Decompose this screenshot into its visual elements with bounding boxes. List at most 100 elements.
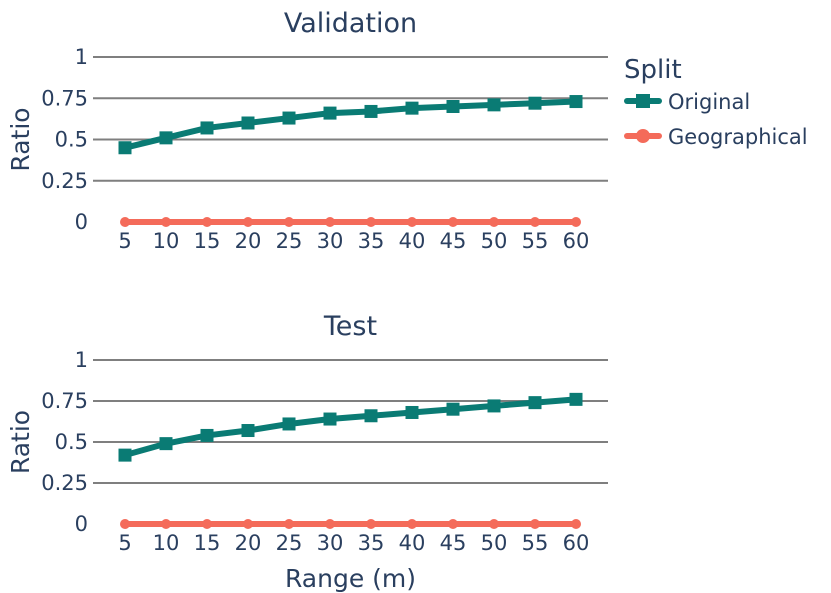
data-point-original xyxy=(200,428,214,442)
data-point-original xyxy=(446,402,460,416)
x-tick-label: 25 xyxy=(276,229,303,253)
data-point-original xyxy=(282,417,296,431)
data-point-original xyxy=(487,399,501,413)
data-point-original xyxy=(323,412,337,426)
x-tick-label: 55 xyxy=(522,229,549,253)
y-tick-label: 0.5 xyxy=(55,430,88,454)
data-point-geographical xyxy=(120,519,130,529)
data-point-original xyxy=(364,409,378,423)
y-tick-label: 0.75 xyxy=(41,86,88,110)
x-tick-label: 20 xyxy=(235,531,262,555)
data-point-geographical xyxy=(161,217,171,227)
y-axis-label: Ratio xyxy=(6,410,35,474)
x-tick-label: 45 xyxy=(440,229,467,253)
legend-item-geographical[interactable]: Geographical xyxy=(624,125,808,149)
data-point-geographical xyxy=(407,217,417,227)
data-point-original xyxy=(282,111,296,125)
data-point-original xyxy=(487,98,501,112)
data-point-original xyxy=(118,448,132,462)
data-point-geographical xyxy=(325,217,335,227)
data-point-original xyxy=(569,392,583,406)
legend-label-original: Original xyxy=(668,90,750,114)
x-tick-label: 40 xyxy=(399,531,426,555)
x-tick-label: 5 xyxy=(118,229,131,253)
data-point-geographical xyxy=(571,217,581,227)
data-point-geographical xyxy=(530,217,540,227)
data-point-geographical xyxy=(284,519,294,529)
legend-label-geographical: Geographical xyxy=(668,125,808,149)
data-point-geographical xyxy=(243,217,253,227)
data-point-geographical xyxy=(325,519,335,529)
data-point-geographical xyxy=(366,519,376,529)
x-tick-label: 55 xyxy=(522,531,549,555)
chart-title: Validation xyxy=(284,8,417,39)
data-point-geographical xyxy=(243,519,253,529)
data-point-geographical xyxy=(571,519,581,529)
chart-title: Test xyxy=(323,311,377,342)
data-point-original xyxy=(569,95,583,109)
data-point-geographical xyxy=(161,519,171,529)
data-point-original xyxy=(323,106,337,120)
legend-item-original[interactable]: Original xyxy=(624,90,750,114)
data-point-original xyxy=(159,437,173,451)
legend-title: Split xyxy=(624,55,682,85)
legend-marker-square xyxy=(636,94,650,108)
x-tick-label: 50 xyxy=(481,229,508,253)
y-tick-label: 0.25 xyxy=(41,169,88,193)
x-tick-label: 15 xyxy=(194,229,221,253)
data-point-original xyxy=(446,100,460,113)
data-point-original xyxy=(241,116,255,130)
legend-marker-circle xyxy=(636,129,650,143)
y-tick-label: 1 xyxy=(75,45,88,69)
data-point-geographical xyxy=(489,519,499,529)
data-point-geographical xyxy=(407,519,417,529)
y-tick-label: 1 xyxy=(75,348,88,372)
y-tick-label: 0.5 xyxy=(55,128,88,152)
x-tick-label: 60 xyxy=(563,229,590,253)
chart-legend: Split Original Geographical xyxy=(624,55,808,149)
series-line-original xyxy=(122,396,579,459)
data-point-geographical xyxy=(448,217,458,227)
data-point-geographical xyxy=(120,217,130,227)
x-tick-label: 30 xyxy=(317,531,344,555)
x-tick-label: 35 xyxy=(358,531,385,555)
y-axis-label: Ratio xyxy=(6,107,35,171)
y-tick-label: 0.25 xyxy=(41,471,88,495)
x-axis-label: Range (m) xyxy=(285,564,416,593)
data-point-original xyxy=(159,131,173,145)
series-line-original xyxy=(122,98,579,151)
data-point-geographical xyxy=(448,519,458,529)
data-point-original xyxy=(528,396,542,410)
x-tick-label: 30 xyxy=(317,229,344,253)
data-point-original xyxy=(241,424,255,438)
x-tick-label: 50 xyxy=(481,531,508,555)
data-point-geographical xyxy=(489,217,499,227)
data-point-original xyxy=(364,104,378,118)
x-tick-label: 15 xyxy=(194,531,221,555)
x-tick-label: 10 xyxy=(153,229,180,253)
data-point-geographical xyxy=(202,217,212,227)
x-tick-label: 10 xyxy=(153,531,180,555)
x-tick-label: 45 xyxy=(440,531,467,555)
data-point-geographical xyxy=(284,217,294,227)
data-point-geographical xyxy=(366,217,376,227)
y-tick-label: 0 xyxy=(75,210,88,234)
x-tick-label: 25 xyxy=(276,531,303,555)
x-tick-label: 60 xyxy=(563,531,590,555)
x-tick-label: 35 xyxy=(358,229,385,253)
data-point-original xyxy=(405,101,419,115)
data-point-original xyxy=(118,141,132,155)
y-tick-label: 0.75 xyxy=(41,389,88,413)
data-point-original xyxy=(405,405,419,419)
x-tick-label: 40 xyxy=(399,229,426,253)
x-tick-label: 20 xyxy=(235,229,262,253)
x-tick-label: 5 xyxy=(118,531,131,555)
data-point-geographical xyxy=(202,519,212,529)
data-point-original xyxy=(528,96,542,110)
data-point-original xyxy=(200,121,214,135)
data-point-geographical xyxy=(530,519,540,529)
